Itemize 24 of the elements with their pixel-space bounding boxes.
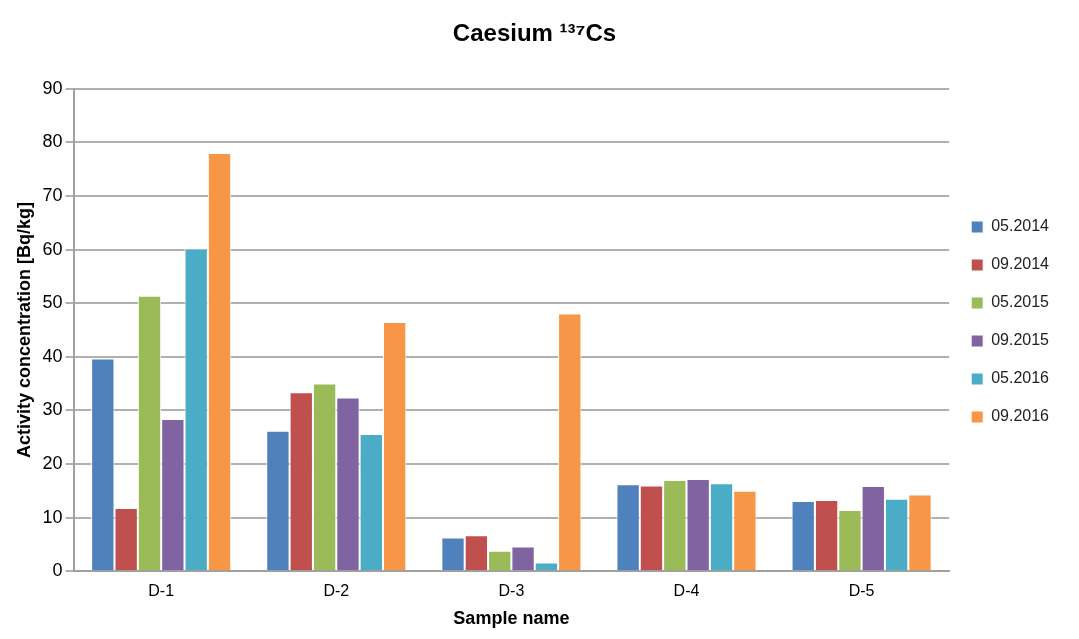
legend-label: 09.2014 [991, 255, 1050, 273]
y-tick-label: 50 [42, 292, 63, 313]
y-tick-label: 70 [42, 184, 63, 205]
x-axis-title: Sample name [453, 608, 570, 629]
y-tick-label: 0 [52, 560, 63, 581]
y-tick-label: 90 [42, 77, 63, 98]
y-tick-label: 30 [42, 399, 63, 420]
legend-label: 09.2016 [991, 407, 1050, 425]
chart-title: Caesium ¹³⁷Cs [452, 19, 617, 47]
x-tick-label: D-5 [848, 582, 875, 600]
legend-label: 05.2015 [991, 293, 1050, 311]
y-axis-title: Activity concentration [Bq/kg] [13, 201, 34, 459]
y-tick-label: 60 [42, 238, 63, 259]
x-tick-label: D-4 [673, 582, 700, 600]
y-tick-label: 10 [42, 506, 63, 527]
y-tick-label: 80 [42, 131, 63, 152]
x-tick-label: D-1 [148, 582, 175, 600]
y-tick-label: 20 [42, 452, 63, 473]
x-tick-label: D-2 [323, 582, 350, 600]
legend-label: 05.2016 [991, 369, 1050, 387]
legend-label: 05.2014 [991, 217, 1050, 235]
x-tick-label: D-3 [498, 582, 525, 600]
y-tick-label: 40 [42, 345, 63, 366]
legend-label: 09.2015 [991, 331, 1050, 349]
